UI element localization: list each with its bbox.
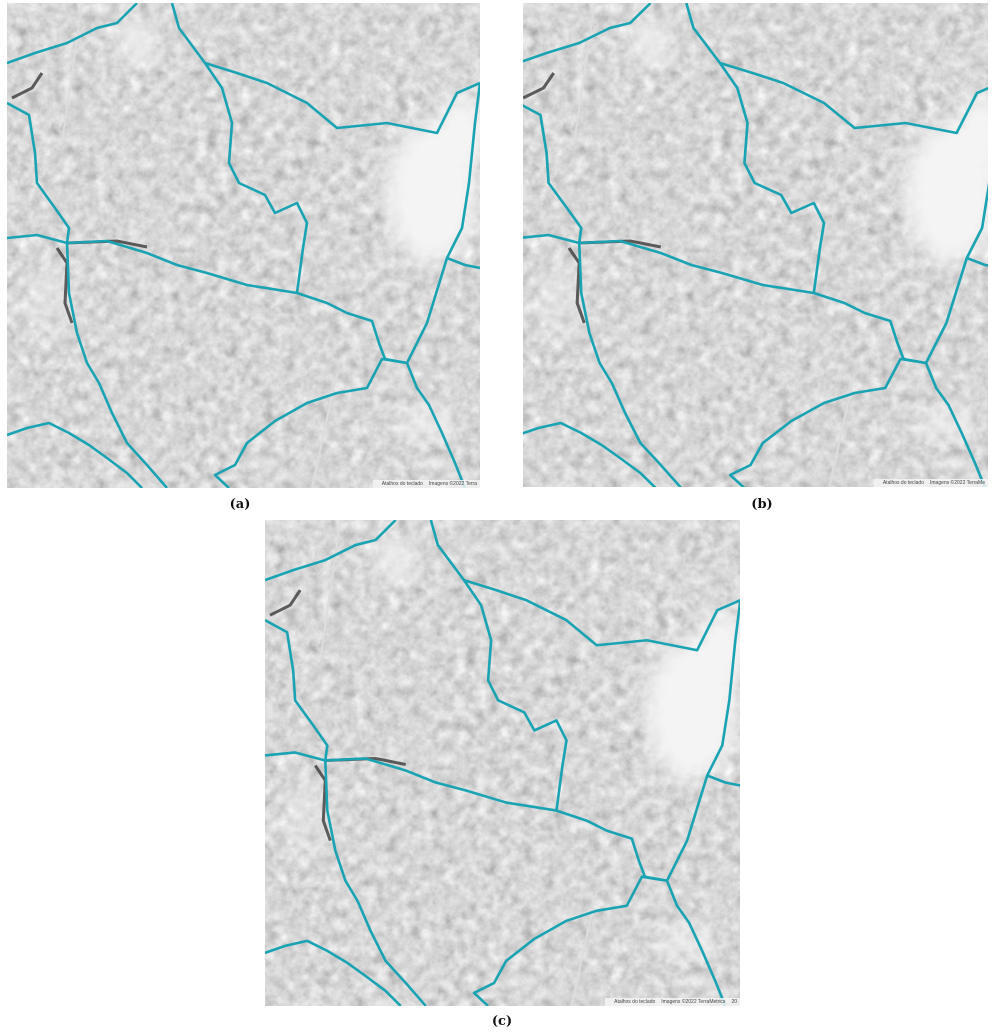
map-panel: Atalhos do teclado Imagens ©2022 TerraMe bbox=[523, 3, 988, 487]
attribution-text: Atalhos do teclado bbox=[883, 480, 924, 486]
panel-label: (b) bbox=[751, 497, 772, 512]
attribution-text: 20 bbox=[731, 999, 737, 1005]
attribution: Atalhos do teclado Imagens ©2022 Terra bbox=[373, 480, 480, 488]
map-panel: Atalhos do teclado Imagens ©2022 TerraMet… bbox=[265, 520, 740, 1006]
attribution-text: Imagens ©2022 TerraMetrics bbox=[661, 999, 725, 1005]
satellite-image bbox=[7, 3, 480, 488]
panel-label: (c) bbox=[492, 1014, 512, 1029]
figure: {"panels": [ {"label": "(a)", "attributi… bbox=[0, 0, 992, 1036]
map-panel: Atalhos do teclado Imagens ©2022 Terra bbox=[7, 3, 480, 488]
attribution-text: Imagens ©2022 TerraMe bbox=[930, 480, 985, 486]
satellite-image bbox=[523, 3, 988, 487]
attribution-text: Atalhos do teclado bbox=[382, 481, 423, 487]
attribution: Atalhos do teclado Imagens ©2022 TerraMet… bbox=[605, 998, 740, 1006]
attribution-text: Atalhos do teclado bbox=[614, 999, 655, 1005]
attribution-text: Imagens ©2022 Terra bbox=[429, 481, 477, 487]
satellite-image bbox=[265, 520, 740, 1006]
panel-label: (a) bbox=[230, 497, 251, 512]
attribution: Atalhos do teclado Imagens ©2022 TerraMe bbox=[874, 479, 988, 487]
